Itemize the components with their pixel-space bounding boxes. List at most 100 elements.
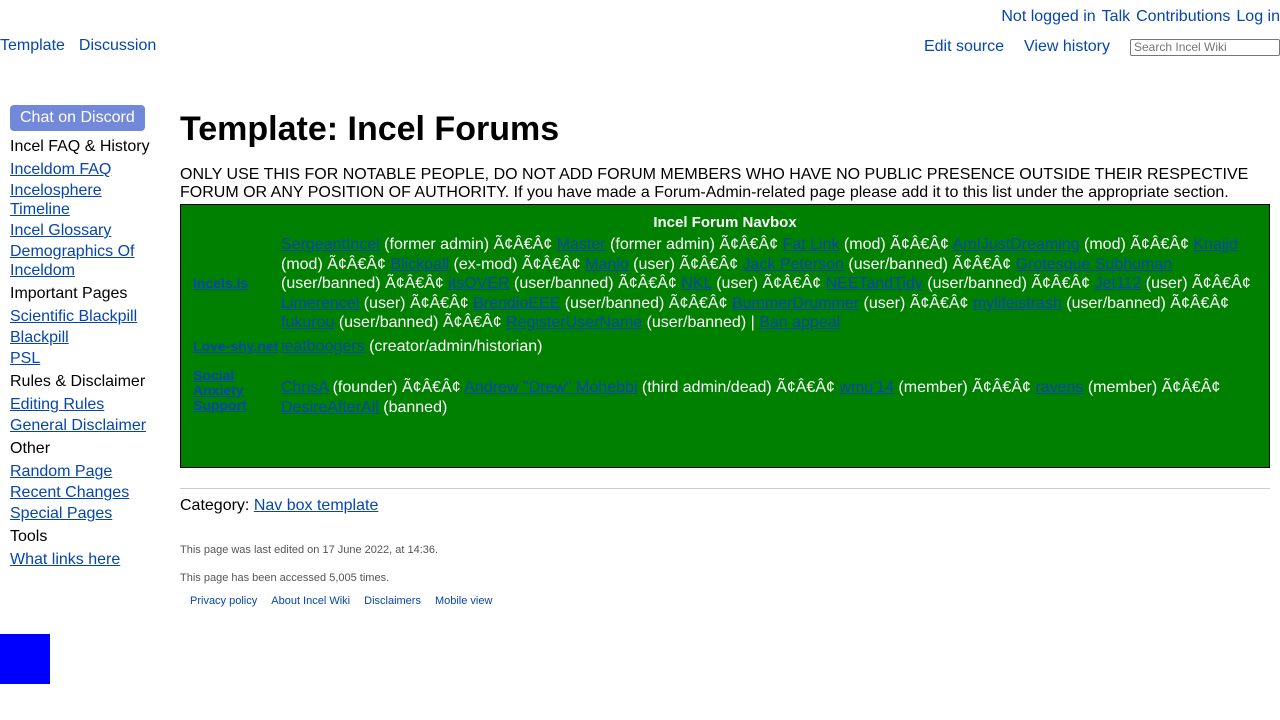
navbox-user-link[interactable]: fukurou [281, 314, 335, 331]
search-input[interactable] [1130, 38, 1280, 56]
navbox-user-link[interactable]: Grotesque Subhuman [1015, 255, 1173, 273]
navbox-user-link[interactable]: RegisterUserName [506, 314, 643, 331]
navbox-user-link[interactable]: ravens [1035, 379, 1084, 396]
navbox-role: (former admin) Ã¢Â€Â¢ [379, 236, 557, 253]
navbox-user-link[interactable]: Limerencel [281, 294, 360, 312]
ban-appeal-link[interactable]: Ban appeal [759, 314, 841, 331]
sidebar-link[interactable]: Scientific Blackpill [10, 308, 138, 325]
sidebar-link[interactable]: Random Page [10, 463, 113, 480]
sidebar-sections: Incel FAQ & History Inceldom FAQ Incelosph… [10, 135, 160, 569]
navbox-group: Social Anxiety Support [193, 364, 281, 417]
navbox-user-link[interactable]: wmu'14 [839, 379, 894, 396]
navbox-list: ieatboogers (creator/admin/historian) [281, 337, 1257, 357]
sidebar-link[interactable]: General Disclaimer [10, 417, 147, 434]
category-bar: Category: Nav box template [180, 488, 1270, 515]
log-in-link[interactable]: Log in [1236, 8, 1280, 25]
navbox-user-link[interactable]: Fat Link [782, 236, 840, 253]
footer: This page was last edited on 17 June 202… [180, 543, 1270, 608]
navbox-role: (former admin) Ã¢Â€Â¢ [605, 236, 783, 253]
navbox-role: (user/banned) Ã¢Â€Â¢ [922, 275, 1095, 292]
tab-edit-source[interactable]: Edit source [923, 38, 1005, 55]
navbox-user-link[interactable]: SergeantIncel [281, 236, 380, 253]
last-edited-info: This page was last edited on 17 June 202… [180, 544, 439, 556]
navbox-role: (user/banned) Ã¢Â€Â¢ [334, 314, 507, 331]
navbox-list: SergeantIncel (former admin) Ã¢Â€Â¢ Mast… [281, 235, 1257, 333]
navbox-user-link[interactable]: ieatboogers [281, 337, 365, 355]
navbox-role: (member) Ã¢Â€Â¢ [893, 379, 1036, 396]
navbox-role: (user/banned) Ã¢Â€Â¢ [1061, 294, 1230, 312]
tab-discussion[interactable]: Discussion [78, 37, 157, 54]
footer-link[interactable]: Mobile view [434, 595, 493, 607]
sidebar-heading: Incel FAQ & History [10, 138, 150, 155]
talk-link[interactable]: Talk [1101, 8, 1131, 25]
navbox-group-link[interactable]: Love-shy.net [193, 337, 279, 354]
category-link[interactable]: Nav box template [253, 497, 379, 514]
footer-link[interactable]: About Incel Wiki [271, 595, 351, 607]
navbox-role: (user) Ã¢Â€Â¢ [628, 255, 743, 273]
contributions-link[interactable]: Contributions [1136, 8, 1231, 25]
navbox-role: (user/banned) | [642, 314, 760, 331]
navbox-user-link[interactable]: AmIJustDreaming [952, 236, 1080, 253]
navbox-group-link[interactable]: Incels.is [193, 275, 249, 292]
navbox-user-link[interactable]: itsOVER [448, 275, 510, 292]
navbox-user-link[interactable]: BummerDrummer [731, 294, 860, 312]
access-count-info: This page has been accessed 5,005 times. [180, 572, 390, 584]
navbox-user-link[interactable]: mylifeistrash [972, 294, 1062, 312]
not-logged-in-text: Not logged in [1001, 8, 1096, 25]
navbox-user-link[interactable]: Master [556, 236, 606, 253]
navbox-user-link[interactable]: Jack Peterson [742, 255, 844, 273]
navbox-title: Incel Forum Navbox [653, 214, 797, 231]
tab-template[interactable]: Template [0, 37, 65, 54]
navbox-role: (ex-mod) Ã¢Â€Â¢ [449, 255, 586, 273]
navbox-user-link[interactable]: DesireAfterAll [281, 398, 379, 416]
navbox-group: Love-shy.net [193, 337, 281, 357]
navbox-group-link[interactable]: Social Anxiety Support [193, 367, 247, 413]
navbox-user-link[interactable]: Andrew "Drew" Mohebbi [464, 379, 638, 396]
navbox-role: (mod) Ã¢Â€Â¢ [1079, 236, 1194, 253]
navbox-group: Incels.is [193, 235, 281, 333]
navbox-role: (mod) Ã¢Â€Â¢ [281, 255, 391, 273]
navbox-role: (third admin/dead) Ã¢Â€Â¢ [637, 379, 840, 396]
navbox-user-link[interactable]: NEETandTidy [825, 275, 923, 292]
navbox-user-link[interactable]: ChrisA [281, 379, 329, 396]
page-notice: ONLY USE THIS FOR NOTABLE PEOPLE, DO NOT… [180, 166, 1249, 201]
tab-view-history[interactable]: View history [1024, 38, 1110, 55]
navbox-list: ChrisA (founder) Ã¢Â€Â¢ Andrew "Drew" Mo… [281, 364, 1257, 417]
navbox-role: (mod) Ã¢Â€Â¢ [839, 236, 953, 253]
sidebar-heading: Other [10, 440, 51, 457]
view-tabs: Edit source View history [924, 38, 1280, 56]
navbox-user-link[interactable]: Jet112 [1094, 275, 1142, 292]
navbox-row: Incels.is SergeantIncel (former admin) Ã¢… [193, 235, 1257, 333]
navbox-role: (user/banned) Ã¢Â€Â¢ [843, 255, 1016, 273]
navbox-user-link[interactable]: BrendioEEE [473, 294, 561, 312]
navbox-role: (user/banned) Ã¢Â€Â¢ [509, 275, 682, 292]
sidebar-link[interactable]: Inceldom FAQ [10, 161, 112, 178]
navbox-user-link[interactable]: Manlo [585, 255, 629, 273]
sidebar-heading: Important Pages [10, 285, 128, 302]
navbox-role: (user) Ã¢Â€Â¢ [711, 275, 826, 292]
navbox-role: (user/banned) Ã¢Â€Â¢ [560, 294, 732, 312]
footer-link[interactable]: Disclaimers [364, 595, 421, 607]
navbox-role: (user/banned) Ã¢Â€Â¢ [281, 275, 449, 292]
navbox-role: (user) Ã¢Â€Â¢ [359, 294, 474, 312]
sidebar-link[interactable]: Demographics Of Inceldom [10, 243, 135, 279]
navbox-row: Love-shy.net ieatboogers (creator/admin/h… [193, 337, 1257, 357]
navbox-role: (member) Ã¢Â€Â¢ [1083, 379, 1221, 396]
sidebar-link[interactable]: Editing Rules [10, 396, 105, 413]
sidebar-link[interactable]: Incel Glossary [10, 222, 112, 239]
chat-on-discord-button[interactable]: Chat on Discord [10, 105, 145, 131]
navbox-role: (banned) [378, 398, 448, 416]
navbox-user-link[interactable]: NKL [681, 275, 712, 292]
sidebar-link[interactable]: What links here [10, 551, 121, 568]
personal-tools: Not logged in Talk Contributions Log in [1001, 8, 1280, 26]
main-content: Template: Incel Forums ONLY USE THIS FOR… [180, 108, 1270, 608]
sidebar-link[interactable]: PSL [10, 350, 41, 367]
navbox-user-link[interactable]: Blickpall [390, 255, 450, 273]
sidebar-heading: Rules & Disclaimer [10, 373, 146, 390]
footer-link[interactable]: Privacy policy [190, 595, 258, 607]
sidebar-link[interactable]: Blackpill [10, 329, 69, 346]
sidebar-link[interactable]: Incelosphere Timeline [10, 182, 102, 218]
sidebar-link[interactable]: Special Pages [10, 505, 113, 522]
navbox-user-link[interactable]: Knajjd [1193, 236, 1238, 253]
sidebar-link[interactable]: Recent Changes [10, 484, 130, 501]
